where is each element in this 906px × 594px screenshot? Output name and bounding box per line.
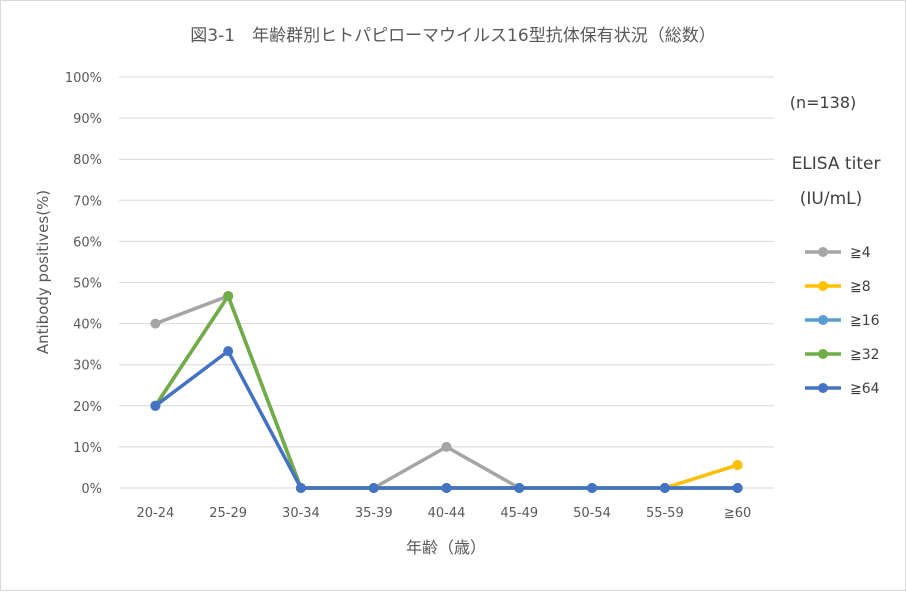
x-tick-label: ≧60	[724, 506, 751, 521]
legend-label: ≧64	[850, 381, 880, 397]
series-line	[153, 294, 739, 490]
data-point	[223, 291, 234, 302]
legend-marker	[818, 383, 828, 393]
y-tick-label: 0%	[81, 482, 102, 497]
x-tick-label: 50-54	[573, 506, 611, 521]
legend-marker	[818, 247, 828, 257]
legend-marker	[818, 315, 828, 325]
series-≧64	[150, 346, 743, 493]
x-tick-label: 55-59	[646, 506, 684, 521]
legend-marker	[818, 349, 828, 359]
data-point	[732, 483, 743, 493]
y-tick-labels: 0% 10% 20% 30% 40% 50% 60% 70% 80% 90% 100%	[65, 71, 102, 497]
series-≧32	[150, 291, 743, 493]
data-point	[150, 318, 161, 329]
data-point	[587, 483, 598, 493]
data-point	[223, 346, 234, 357]
y-tick-label: 100%	[65, 71, 102, 86]
data-point	[295, 483, 306, 493]
data-point	[441, 441, 452, 452]
y-tick-label: 80%	[73, 153, 102, 168]
y-tick-label: 30%	[73, 359, 102, 374]
y-tick-label: 70%	[73, 194, 102, 209]
x-tick-label: 45-49	[500, 506, 538, 521]
x-tick-label: 30-34	[282, 506, 320, 521]
y-tick-label: 10%	[73, 441, 102, 456]
y-tick-label: 60%	[73, 235, 102, 250]
y-axis-label: Antibody positives(%)	[34, 190, 52, 354]
series-layer	[150, 291, 743, 493]
x-tick-label: 40-44	[428, 506, 466, 521]
gridlines	[119, 76, 774, 489]
data-point	[368, 483, 379, 493]
data-point	[441, 483, 452, 493]
legend-label: ≧32	[850, 347, 880, 363]
data-point	[150, 400, 161, 411]
x-tick-label: 20-24	[136, 506, 174, 521]
x-axis-label: 年齢（歳）	[406, 538, 486, 557]
y-tick-label: 90%	[73, 112, 102, 127]
y-tick-label: 20%	[73, 400, 102, 415]
series-line	[154, 349, 738, 490]
legend-label: ≧16	[850, 313, 880, 329]
legend-title-units: (IU/mL)	[800, 189, 862, 209]
series-line	[154, 294, 739, 490]
data-point	[514, 483, 525, 493]
legend-title: ELISA titer	[792, 154, 881, 174]
legend-label: ≧4	[850, 245, 871, 261]
sample-size-note: (n=138)	[790, 93, 857, 112]
x-tick-label: 35-39	[355, 506, 393, 521]
x-tick-label: 25-29	[209, 506, 247, 521]
legend: ≧4 ≧8 ≧16 ≧32 ≧64	[805, 245, 880, 397]
y-tick-label: 40%	[73, 318, 102, 333]
data-point	[659, 483, 670, 493]
x-tick-labels: 20-24 25-29 30-34 35-39 40-44 45-49 50-54 55-59…	[136, 506, 751, 521]
y-tick-label: 50%	[73, 277, 102, 292]
legend-label: ≧8	[850, 279, 871, 295]
series-line	[153, 294, 738, 490]
series-line	[153, 294, 738, 490]
legend-marker	[818, 281, 828, 291]
chart-title: 図3-1 年齢群別ヒトパピローマウイルス16型抗体保有状況（総数）	[190, 26, 715, 46]
data-point	[732, 459, 743, 470]
